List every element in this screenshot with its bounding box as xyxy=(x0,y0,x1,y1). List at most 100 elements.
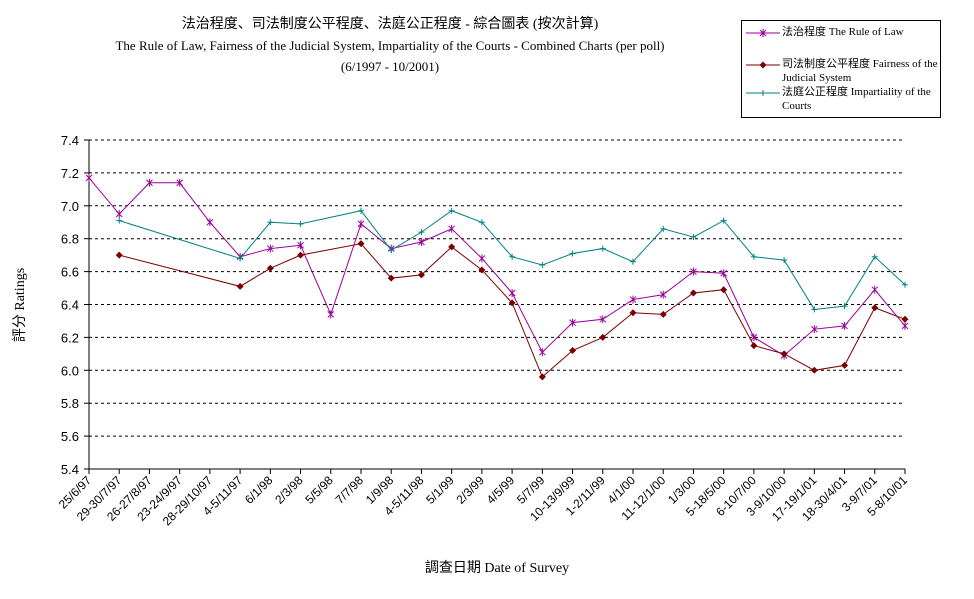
data-point-asterisk xyxy=(659,290,667,299)
data-point-asterisk xyxy=(629,295,637,304)
data-point-asterisk xyxy=(357,219,365,228)
data-point-diamond xyxy=(387,274,395,282)
data-point-diamond xyxy=(689,289,697,297)
data-point-plus xyxy=(690,234,697,241)
data-point-asterisk xyxy=(266,244,274,253)
x-tick-label: 6/1/98 xyxy=(242,473,276,507)
data-point-plus xyxy=(237,255,244,262)
data-point-plus xyxy=(871,253,878,260)
data-point-diamond xyxy=(266,264,274,272)
data-point-plus xyxy=(418,229,425,236)
data-point-asterisk xyxy=(146,178,153,187)
data-point-plus xyxy=(267,219,274,226)
data-point-diamond xyxy=(901,315,909,323)
data-point-diamond xyxy=(115,251,123,259)
series-0 xyxy=(85,173,909,360)
data-point-diamond xyxy=(569,347,577,355)
series-line xyxy=(88,177,906,357)
data-point-diamond xyxy=(720,286,728,294)
legend-label: 法治程度 The Rule of Law xyxy=(782,26,904,38)
data-point-diamond xyxy=(599,333,607,341)
data-point-plus xyxy=(509,253,516,260)
y-tick-label: 6.8 xyxy=(61,232,79,247)
data-point-plus xyxy=(448,207,455,214)
data-point-plus xyxy=(781,257,788,264)
data-point-asterisk xyxy=(599,315,607,324)
legend-item-fairness: 司法制度公平程度 Fairness of the Judicial System xyxy=(746,57,940,87)
data-point-plus xyxy=(841,303,848,310)
y-tick-label: 6.4 xyxy=(61,298,79,313)
data-point-diamond xyxy=(841,361,849,369)
chart-title-block: 法治程度、司法制度公平程度、法庭公正程度 - 綜合圖表 (按次計算) The R… xyxy=(60,14,720,77)
data-point-asterisk xyxy=(538,348,546,357)
plus-marker-icon xyxy=(746,90,780,96)
data-point-plus xyxy=(720,217,727,224)
diamond-marker-icon xyxy=(746,61,780,69)
data-point-asterisk xyxy=(690,267,697,276)
data-point-asterisk xyxy=(871,285,879,294)
data-point-asterisk xyxy=(448,224,456,233)
data-point-plus xyxy=(811,306,818,313)
data-point-plus xyxy=(358,207,364,214)
data-point-asterisk xyxy=(115,210,123,219)
y-tick-label: 6.6 xyxy=(61,265,79,280)
y-tick-label: 6.0 xyxy=(61,363,79,378)
data-point-diamond xyxy=(448,243,456,251)
data-point-diamond xyxy=(750,342,758,350)
data-point-asterisk xyxy=(901,321,909,330)
y-tick-labels: 7.4 7.2 7.0 6.8 6.6 6.4 6.2 6.0 5.8 5.6 5.4 xyxy=(61,133,79,477)
data-point-plus xyxy=(630,258,636,265)
data-point-asterisk xyxy=(85,173,93,182)
series-1 xyxy=(115,240,909,381)
legend-item-impartiality: 法庭公正程度 Impartiality of the Courts xyxy=(746,85,940,115)
x-tick-labels: 25/6/9729-30/7/9726-27/8/9723-24/9/9728-… xyxy=(56,473,910,528)
series-line xyxy=(119,243,906,378)
series-lines xyxy=(85,173,909,381)
data-point-diamond xyxy=(538,373,546,381)
data-point-diamond xyxy=(780,350,788,358)
data-point-asterisk xyxy=(508,288,516,297)
data-point-diamond xyxy=(478,266,486,274)
legend-item-rule-of-law: 法治程度 The Rule of Law xyxy=(746,25,940,55)
y-tick-label: 5.4 xyxy=(61,462,79,477)
y-tick-label: 7.2 xyxy=(61,166,79,181)
data-point-asterisk xyxy=(327,310,335,319)
x-tick-label: 2/3/99 xyxy=(454,473,488,507)
legend-label: 法庭公正程度 Impartiality of the Courts xyxy=(782,86,931,112)
data-point-diamond xyxy=(297,251,305,259)
data-point-diamond xyxy=(810,366,818,374)
data-point-asterisk xyxy=(841,321,848,330)
y-tick-label: 7.4 xyxy=(61,133,79,148)
x-tick-label: 7/7/98 xyxy=(333,473,367,507)
data-point-diamond xyxy=(659,310,667,318)
chart-title: 法治程度、司法制度公平程度、法庭公正程度 - 綜合圖表 (按次計算) xyxy=(181,17,599,32)
data-point-plus xyxy=(388,247,395,254)
data-point-asterisk xyxy=(418,237,425,246)
data-point-diamond xyxy=(629,309,637,317)
x-tick-label: 5/1/99 xyxy=(423,473,457,507)
data-point-plus xyxy=(539,262,546,269)
chart-period: (6/1997 - 10/2001) xyxy=(340,59,440,74)
data-point-asterisk xyxy=(569,318,576,327)
data-point-asterisk xyxy=(810,325,818,334)
data-point-asterisk xyxy=(478,254,486,263)
data-point-plus xyxy=(569,250,576,257)
data-point-plus xyxy=(599,245,606,252)
chart-subtitle: The Rule of Law, Fairness of the Judicia… xyxy=(115,38,665,53)
data-point-asterisk xyxy=(206,218,214,227)
data-point-diamond xyxy=(236,282,244,290)
x-tick-label: 5/5/98 xyxy=(302,473,336,507)
x-tick-label: 4/5/99 xyxy=(484,473,518,507)
data-point-diamond xyxy=(508,299,516,307)
data-point-plus xyxy=(297,220,304,227)
legend: 法治程度 The Rule of Law 司法制度公平程度 Fairness o… xyxy=(741,20,941,118)
asterisk-marker-icon xyxy=(746,29,780,37)
data-point-diamond xyxy=(417,271,425,279)
x-tick-label: 2/3/98 xyxy=(272,473,306,507)
y-tick-label: 7.0 xyxy=(61,199,79,214)
gridlines xyxy=(89,139,905,437)
axes xyxy=(84,139,906,474)
x-axis-title: 調查日期 Date of Survey xyxy=(425,560,569,576)
data-point-plus xyxy=(478,219,485,226)
